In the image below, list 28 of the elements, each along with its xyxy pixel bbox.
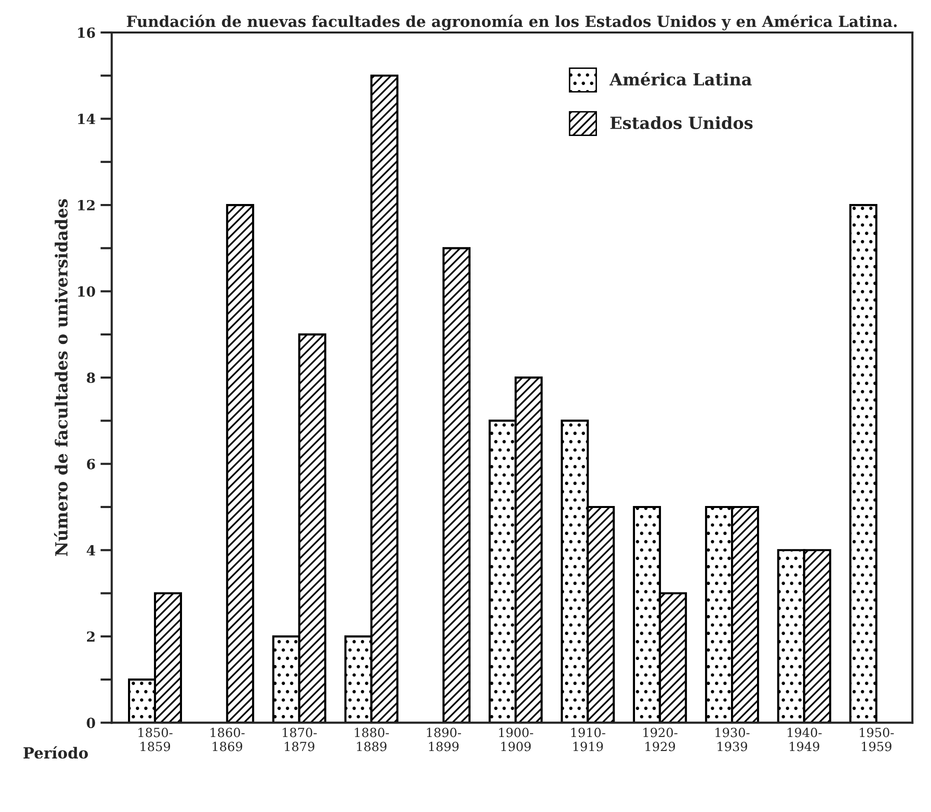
- y-tick-label: 10: [78, 286, 96, 297]
- bar: [226, 204, 254, 723]
- x-tick-label: 1880- 1889: [354, 728, 389, 752]
- y-tick-label: 2: [87, 631, 94, 642]
- x-tick-label: 1940- 1949: [788, 728, 822, 752]
- x-tick-label: 1870- 1879: [282, 728, 317, 752]
- x-tick-label: 1890- 1899: [427, 728, 461, 752]
- y-tick-label: 14: [78, 114, 96, 124]
- y-tick-label: 0: [86, 718, 96, 728]
- legend-label: Estados Unidos: [610, 116, 753, 130]
- x-tick-label: 1920- 1929: [643, 728, 678, 752]
- x-tick-label: 1910- 1919: [571, 728, 606, 752]
- bar: [849, 204, 878, 723]
- x-tick-label: 1850- 1859: [138, 728, 172, 752]
- y-tick-label: 8: [86, 372, 95, 384]
- bar: [442, 247, 471, 723]
- y-axis-title: Número de facultades o universidades: [54, 199, 68, 556]
- x-tick-label: 1950- 1959: [860, 728, 894, 752]
- x-axis-title: Período: [24, 746, 88, 759]
- y-tick-label: 6: [86, 458, 95, 470]
- y-tick-label: 12: [78, 200, 94, 210]
- chart-title: Fundación de nuevas facultades de agronomía en los Estados Unidos y en América Latina.: [126, 14, 897, 30]
- x-tick-label: 1930- 1939: [716, 728, 750, 752]
- y-tick-label: 4: [86, 545, 96, 556]
- y-tick-label: 16: [78, 27, 95, 38]
- x-tick-label: 1860- 1869: [210, 728, 245, 752]
- x-tick-label: 1900- 1909: [499, 728, 534, 752]
- legend-label: América Latina: [609, 72, 752, 86]
